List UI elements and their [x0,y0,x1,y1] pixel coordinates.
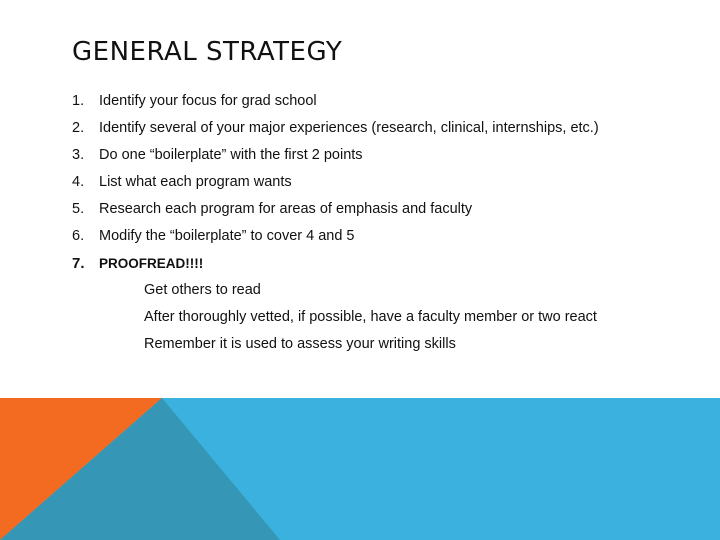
list-item-proofread: 7. PROOFREAD!!!! [72,250,597,277]
sub-item: Remember it is used to assess your writi… [144,336,456,352]
sub-item: Get others to read [144,282,261,298]
list-item: 1. Identify your focus for grad school [72,88,597,115]
list-item: 4. List what each program wants [72,169,597,196]
footer-teal-triangle [0,398,280,540]
list-item-text: Identify several of your major experienc… [99,120,599,136]
list-item-text: List what each program wants [99,174,292,190]
list-item-text: Do one “boilerplate” with the first 2 po… [99,147,363,163]
list-item-number: 5. [72,201,85,217]
list-item-number: 3. [72,147,85,163]
list-item-text: Modify the “boilerplate” to cover 4 and … [99,228,355,244]
sub-item: After thoroughly vetted, if possible, ha… [144,309,597,325]
footer-graphic [0,398,720,540]
list-item-number: 6. [72,228,85,244]
list-item-number: 2. [72,120,85,136]
list-item-number: 7. [72,255,85,272]
list-item-text: Identify your focus for grad school [99,93,317,109]
list-item-text: Research each program for areas of empha… [99,201,473,217]
list-item-number: 1. [72,93,85,109]
list-item: 3. Do one “boilerplate” with the first 2… [72,142,597,169]
decorative-footer-band [0,398,720,540]
strategy-list: 1. Identify your focus for grad school 2… [72,88,599,358]
list-item: 5. Research each program for areas of em… [72,196,597,223]
list-item: 6. Modify the “boilerplate” to cover 4 a… [72,223,597,250]
list-item: 2. Identify several of your major experi… [72,115,599,142]
list-item-text: PROOFREAD!!!! [99,256,204,271]
slide-title: GENERAL STRATEGY [72,37,343,67]
list-item-number: 4. [72,174,85,190]
